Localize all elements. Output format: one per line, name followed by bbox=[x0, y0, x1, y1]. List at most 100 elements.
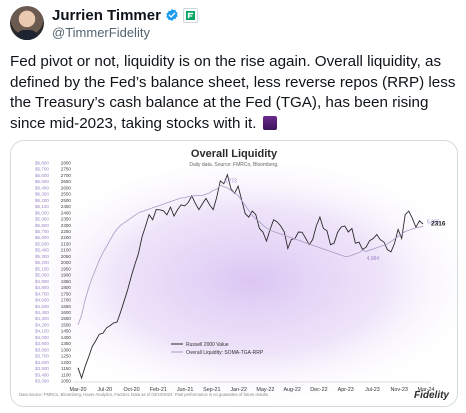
y-right-tick-label: $5,400 bbox=[35, 248, 49, 253]
y-left-tick-label: 1200 bbox=[61, 360, 72, 365]
y-right-tick-label: $3,300 bbox=[35, 379, 49, 384]
annotation-label: 5,385 bbox=[427, 220, 440, 226]
y-right-tick-label: $5,200 bbox=[35, 260, 49, 265]
chart-title: Overall Liquidity bbox=[191, 148, 278, 160]
author-row: Jurrien Timmer bbox=[52, 6, 198, 24]
y-left-tick-label: 1850 bbox=[61, 279, 72, 284]
y-right-tick-label: $4,600 bbox=[35, 298, 49, 303]
y-right-tick-label: $5,700 bbox=[35, 229, 49, 234]
y-right-tick-label: $6,700 bbox=[35, 167, 49, 172]
y-right-tick-label: $6,500 bbox=[35, 179, 49, 184]
y-left-tick-label: 2300 bbox=[61, 223, 72, 228]
y-right-tick-label: $3,600 bbox=[35, 360, 49, 365]
x-tick-label: May-22 bbox=[256, 387, 274, 393]
x-tick-label: Nov-23 bbox=[391, 387, 408, 393]
x-tick-label: Jul-23 bbox=[365, 387, 380, 393]
chart-subtitle: Daily data. Source: FMRCo, Bloomberg. bbox=[189, 162, 278, 168]
x-tick-label: Feb-21 bbox=[150, 387, 167, 393]
tweet-media-card[interactable]: Overall Liquidity Daily data. Source: FM… bbox=[10, 140, 458, 407]
verified-badge-icon bbox=[166, 8, 178, 22]
y-right-tick-label: $6,300 bbox=[35, 192, 49, 197]
purple-thread-emoji-icon bbox=[262, 115, 277, 130]
tweet-text: Fed pivot or not, liquidity is on the ri… bbox=[10, 53, 456, 132]
legend: Russell 2000 Value Overall Liquidity: SO… bbox=[171, 342, 264, 356]
x-tick-label: Jun-21 bbox=[177, 387, 193, 393]
y-left-tick-label: 2700 bbox=[61, 173, 72, 178]
y-left-tick-label: 2500 bbox=[61, 198, 72, 203]
y-left-tick-label: 1250 bbox=[61, 354, 72, 359]
author-handle[interactable]: @TimmerFidelity bbox=[52, 25, 150, 40]
y-right-tick-label: $5,300 bbox=[35, 254, 49, 259]
author-name[interactable]: Jurrien Timmer bbox=[52, 6, 161, 24]
y-left-tick-label: 2100 bbox=[61, 248, 72, 253]
y-left-tick-label: 1800 bbox=[61, 285, 72, 290]
y-left-tick-label: 2450 bbox=[61, 204, 72, 209]
y-left-tick-label: 1500 bbox=[61, 322, 72, 327]
y-right-tick-label: $4,100 bbox=[35, 329, 49, 334]
y-left-tick-label: 2150 bbox=[61, 241, 72, 246]
y-right-tick-label: $5,800 bbox=[35, 223, 49, 228]
x-tick-label: Apr-23 bbox=[338, 387, 354, 393]
y-right-tick-label: $6,200 bbox=[35, 198, 49, 203]
legend-label-r2000v: Russell 2000 Value bbox=[186, 342, 229, 348]
y-right-tick-label: $4,300 bbox=[35, 316, 49, 321]
y-left-tick-label: 1100 bbox=[61, 372, 71, 377]
legend-label-liquidity: Overall Liquidity: SOMA-TGA-RRP bbox=[186, 350, 264, 356]
x-tick-label: Jul-20 bbox=[97, 387, 112, 393]
y-right-tick-label: $4,400 bbox=[35, 310, 49, 315]
y-left-tick-label: 1300 bbox=[61, 347, 72, 352]
y-left-tick-label: 2200 bbox=[61, 235, 72, 240]
overall-liquidity-chart: Overall Liquidity Daily data. Source: FM… bbox=[11, 141, 457, 406]
y-left-tick-label: 2750 bbox=[61, 167, 72, 172]
y-left-tick-label: 1350 bbox=[61, 341, 72, 346]
annotation-label: 4,984 bbox=[367, 256, 380, 262]
y-right-tick-label: $6,600 bbox=[35, 173, 49, 178]
x-axis: Mar-20 Jul-20 Oct-20 Feb-21 Jun-21 Sep-21 Jan-… bbox=[69, 381, 435, 393]
y-right-tick-label: $3,900 bbox=[35, 341, 49, 346]
y-left-tick-label: 1700 bbox=[61, 298, 72, 303]
x-tick-label: Oct-20 bbox=[123, 387, 139, 393]
tweet-header: Jurrien Timmer @TimmerFidelity bbox=[10, 6, 450, 40]
y-right-tick-label: $5,100 bbox=[35, 266, 49, 271]
x-tick-label: Mar-20 bbox=[69, 387, 86, 393]
y-left-tick-label: 1150 bbox=[61, 366, 71, 371]
y-left-tick-label: 2350 bbox=[61, 217, 72, 222]
fidelity-logo-text: Fidelity bbox=[414, 390, 449, 401]
y-left-tick-label: 1450 bbox=[61, 329, 72, 334]
annotation-label: 6,273 bbox=[224, 178, 237, 184]
y-left-tick-label: 2800 bbox=[61, 161, 72, 166]
y-left-tick-label: 1400 bbox=[61, 335, 72, 340]
y-left-tick-label: 1750 bbox=[61, 291, 72, 296]
series-group bbox=[77, 173, 424, 380]
y-left-tick-label: 1950 bbox=[61, 266, 72, 271]
fidelity-logo: Fidelity bbox=[414, 390, 449, 401]
y-right-tick-label: $3,400 bbox=[35, 372, 49, 377]
y-left-tick-label: 2400 bbox=[61, 210, 72, 215]
y-left-tick-label: 2650 bbox=[61, 179, 72, 184]
y-right-tick-label: $6,800 bbox=[35, 161, 49, 166]
x-tick-label: Sep-21 bbox=[203, 387, 220, 393]
y-left-tick-label: 2050 bbox=[61, 254, 72, 259]
y-right-tick-label: $4,700 bbox=[35, 291, 49, 296]
series-line-russell-2000-value bbox=[77, 173, 424, 380]
y-axis-right: $6,800$6,700$6,600$6,500$6,400 $6,300$6,2… bbox=[35, 161, 49, 384]
y-right-tick-label: $4,900 bbox=[35, 279, 49, 284]
y-right-tick-label: $6,000 bbox=[35, 210, 49, 215]
avatar[interactable] bbox=[10, 6, 44, 40]
y-right-tick-label: $5,600 bbox=[35, 235, 49, 240]
y-left-tick-label: 2600 bbox=[61, 185, 72, 190]
y-right-tick-label: $4,800 bbox=[35, 285, 49, 290]
y-left-tick-label: 1900 bbox=[61, 273, 72, 278]
y-right-tick-label: $6,400 bbox=[35, 185, 49, 190]
y-right-tick-label: $5,000 bbox=[35, 273, 49, 278]
y-right-tick-label: $4,200 bbox=[35, 322, 49, 327]
y-right-tick-label: $5,500 bbox=[35, 241, 49, 246]
y-right-tick-label: $3,500 bbox=[35, 366, 49, 371]
y-left-tick-label: 1550 bbox=[61, 316, 72, 321]
y-right-tick-label: $5,900 bbox=[35, 217, 49, 222]
x-tick-label: Mar-24 bbox=[417, 387, 434, 393]
y-left-tick-label: 2000 bbox=[61, 260, 72, 265]
affiliation-badge-icon[interactable] bbox=[182, 7, 198, 23]
